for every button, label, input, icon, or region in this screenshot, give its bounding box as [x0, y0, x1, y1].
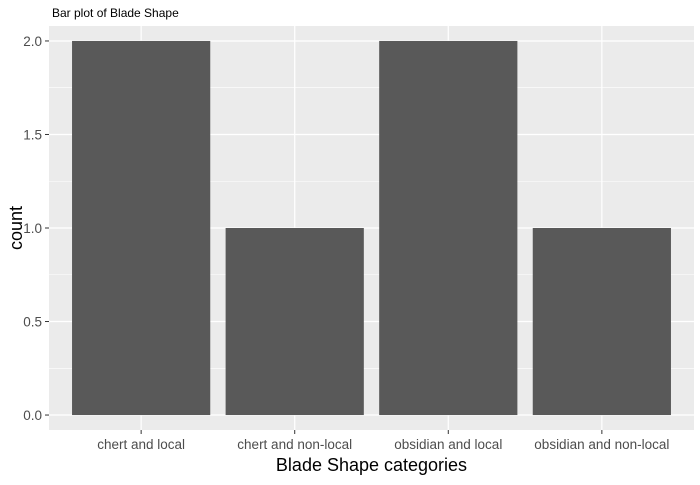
- x-axis-ticks: chert and local chert and non-local obsidi…: [97, 430, 669, 452]
- x-axis-title: Blade Shape categories: [276, 455, 467, 475]
- y-tick-label: 2.0: [23, 34, 42, 49]
- y-tick-label: 0.5: [23, 315, 42, 330]
- bar: [72, 40, 211, 416]
- y-axis-title: count: [6, 206, 26, 250]
- y-axis-ticks: 0.0 0.5 1.0 1.5 2.0: [23, 34, 49, 423]
- y-tick-label: 1.0: [23, 221, 42, 236]
- bar: [379, 40, 518, 416]
- bar: [225, 228, 364, 416]
- x-tick-label: chert and non-local: [237, 437, 352, 452]
- y-tick-label: 1.5: [23, 127, 42, 142]
- bar: [532, 228, 671, 416]
- x-tick-label: obsidian and local: [394, 437, 502, 452]
- chart-title: Bar plot of Blade Shape: [52, 6, 179, 20]
- x-tick-label: chert and local: [97, 437, 185, 452]
- x-tick-label: obsidian and non-local: [534, 437, 669, 452]
- bars: [72, 40, 671, 416]
- y-tick-label: 0.0: [23, 408, 42, 423]
